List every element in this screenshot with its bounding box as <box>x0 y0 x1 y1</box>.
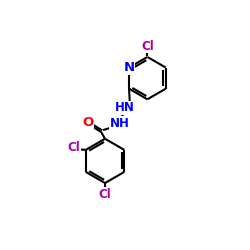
Text: Cl: Cl <box>141 40 154 53</box>
Text: N: N <box>124 61 134 74</box>
Text: Cl: Cl <box>141 40 154 53</box>
Text: NH: NH <box>110 117 130 130</box>
Text: HN: HN <box>115 102 135 114</box>
Text: NH: NH <box>110 117 130 130</box>
Text: Cl: Cl <box>99 188 112 201</box>
Text: HN: HN <box>115 102 135 114</box>
Text: O: O <box>82 116 93 129</box>
Text: O: O <box>82 116 93 129</box>
Text: Cl: Cl <box>141 40 154 53</box>
Text: Cl: Cl <box>99 188 112 201</box>
Text: Cl: Cl <box>68 142 80 154</box>
Text: N: N <box>124 61 134 74</box>
Text: HN: HN <box>115 102 135 114</box>
Text: Cl: Cl <box>99 188 112 201</box>
Text: Cl: Cl <box>68 142 80 154</box>
Text: O: O <box>82 116 93 129</box>
Text: N: N <box>124 61 134 74</box>
Text: NH: NH <box>110 117 130 130</box>
Text: Cl: Cl <box>68 142 80 154</box>
